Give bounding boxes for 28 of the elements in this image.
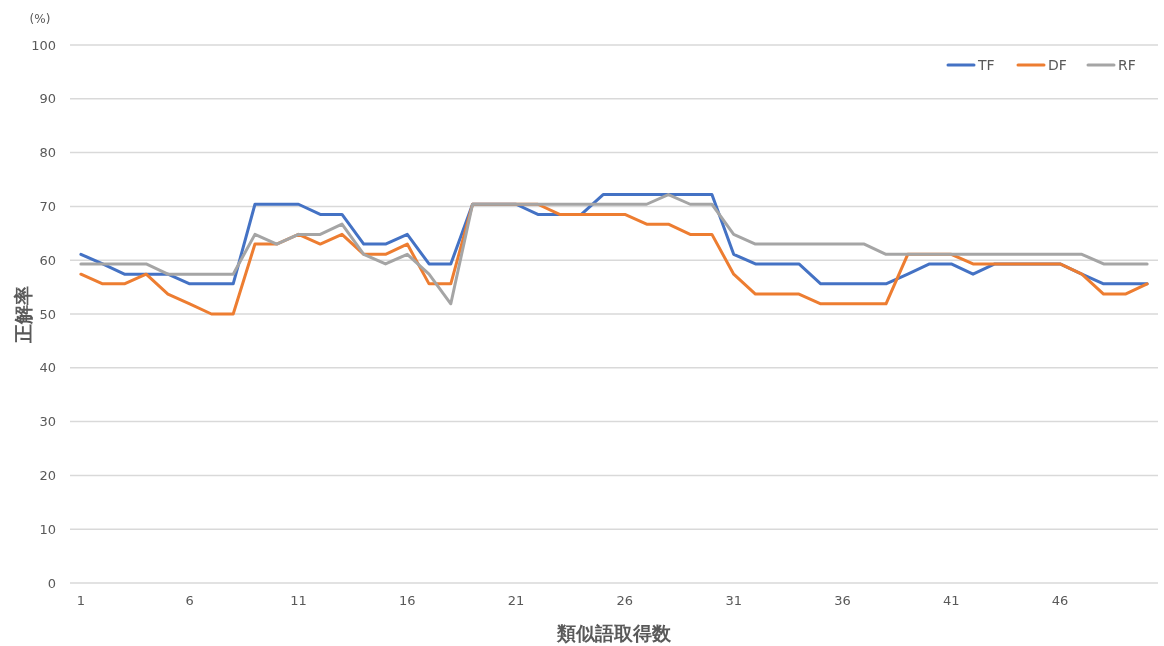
line-series [79, 193, 1149, 306]
x-tick-label: 41 [943, 593, 960, 608]
legend-label: RF [1118, 56, 1136, 73]
x-tick-label: 16 [399, 593, 416, 608]
x-tick-label: 1 [76, 593, 86, 608]
legend-label: DF [1048, 56, 1067, 73]
x-tick-label: 11 [290, 593, 307, 608]
x-tick-label: 31 [725, 593, 742, 608]
x-tick-label: 26 [616, 593, 634, 608]
y-tick-label: 80 [39, 145, 56, 161]
legend-label: TF [977, 56, 995, 73]
y-tick-label: 60 [39, 252, 56, 268]
y-tick-label: 30 [39, 414, 56, 430]
x-tick-label: 36 [834, 593, 851, 608]
y-axis-title: 正解率 [12, 285, 34, 344]
x-axis-title: 類似語取得数 [556, 622, 672, 644]
x-tick-label: 46 [1051, 593, 1069, 608]
y-tick-label: 20 [39, 467, 56, 483]
x-tick-label: 21 [507, 593, 525, 608]
text: (%) [29, 12, 51, 26]
y-tick-label: 100 [31, 37, 56, 53]
y-tick-label: 10 [39, 521, 56, 537]
y-tick-label: 70 [39, 198, 56, 214]
y-tick-label: 50 [39, 306, 56, 322]
x-tick-label: 6 [185, 593, 194, 608]
y-tick-label: 0 [47, 575, 56, 591]
y-tick-label: 90 [39, 91, 56, 107]
y-tick-label: 40 [39, 360, 56, 376]
